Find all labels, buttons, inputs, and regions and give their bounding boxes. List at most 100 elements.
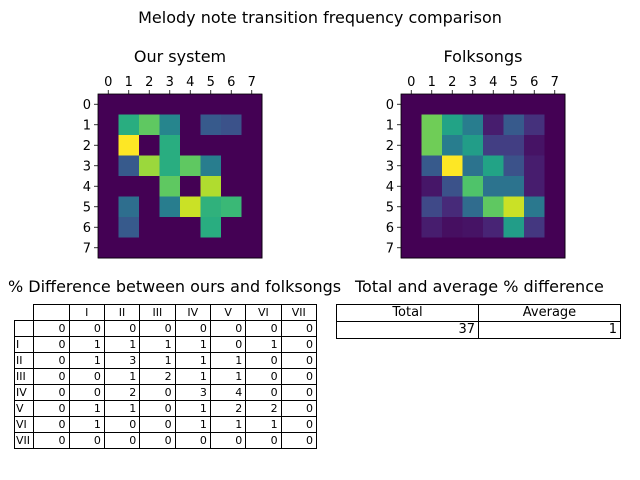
ours-cell-r3-c3	[159, 155, 181, 177]
diff-cell-r5-c4: 1	[174, 400, 211, 417]
ours-cell-r5-c5	[200, 196, 222, 218]
diff-col-header-5: V	[209, 304, 247, 321]
ours-cell-r5-c1	[118, 196, 140, 218]
diff-cell-r3-c5: 1	[209, 368, 247, 385]
ours-xtick-label-3: 3	[166, 75, 174, 90]
diff-cell-r1-c2: 1	[103, 336, 141, 353]
ours-ytick-label-5: 5	[83, 200, 91, 215]
folk-ytick-label-2: 2	[386, 139, 394, 154]
folk-cell-r7-c2	[442, 237, 463, 259]
ours-cell-r5-c2	[139, 196, 160, 218]
ours-cell-r0-c7	[241, 94, 263, 115]
ours-cell-r3-c5	[200, 155, 222, 177]
diff-cell-r7-c5: 0	[209, 432, 247, 449]
ours-cell-r6-c4	[180, 217, 201, 238]
ours-cell-r5-c3	[159, 196, 181, 218]
ours-cell-r7-c3	[159, 237, 181, 259]
total-value: 37	[336, 321, 479, 339]
folk-cell-r3-c0	[401, 155, 422, 177]
diff-cell-r6-c0: 0	[33, 416, 70, 433]
ours-cell-r2-c4	[180, 135, 201, 156]
diff-cell-r4-c6: 0	[245, 384, 282, 401]
ours-cell-r1-c5	[200, 114, 222, 136]
ours-cell-r6-c2	[139, 217, 160, 238]
ours-cell-r4-c6	[221, 176, 242, 197]
ours-cell-r1-c4	[180, 114, 201, 136]
diff-cell-r6-c2: 0	[103, 416, 141, 433]
folk-cell-r6-c5	[503, 217, 525, 238]
ours-cell-r4-c4	[180, 176, 201, 197]
diff-col-header-3: III	[139, 304, 176, 321]
ours-cell-r3-c6	[221, 155, 242, 177]
diff-cell-r1-c4: 1	[174, 336, 211, 353]
folk-cell-r6-c3	[462, 217, 484, 238]
ours-xtick-label-2: 2	[145, 75, 153, 90]
folk-cell-r5-c5	[503, 196, 525, 218]
folk-cell-r3-c2	[442, 155, 463, 177]
folk-cell-r4-c2	[442, 176, 463, 197]
total-average-table: Total Average 37 1	[336, 304, 621, 339]
folk-cell-r2-c2	[442, 135, 463, 156]
folk-xtick-label-0: 0	[407, 75, 415, 90]
folk-cell-r5-c2	[442, 196, 463, 218]
diff-cell-r1-c3: 1	[139, 336, 176, 353]
ours-cell-r0-c1	[118, 94, 140, 115]
folk-cell-r6-c7	[544, 217, 566, 238]
ours-cell-r3-c1	[118, 155, 140, 177]
ours-cell-r1-c1	[118, 114, 140, 136]
folk-cell-r2-c7	[544, 135, 566, 156]
folk-cell-r1-c6	[524, 114, 545, 136]
ours-cell-r3-c7	[241, 155, 263, 177]
diff-row-header-7: VII	[13, 432, 35, 449]
folk-cell-r2-c6	[524, 135, 545, 156]
ours-cell-r4-c5	[200, 176, 222, 197]
folk-cell-r7-c3	[462, 237, 484, 259]
ours-cell-r5-c0	[98, 196, 119, 218]
folk-cell-r4-c4	[483, 176, 504, 197]
diff-cell-r1-c7: 0	[280, 336, 318, 353]
ours-cell-r4-c2	[139, 176, 160, 197]
ours-cell-r7-c0	[98, 237, 119, 259]
folk-cell-r0-c4	[483, 94, 504, 115]
ours-ytick-label-0: 0	[83, 98, 91, 113]
folk-cell-r1-c4	[483, 114, 504, 136]
diff-cell-r2-c2: 3	[103, 352, 141, 369]
diff-cell-r1-c6: 1	[245, 336, 282, 353]
diff-cell-r6-c5: 1	[209, 416, 247, 433]
diff-row-2: II 0 1 3 1 1 1 0 0	[13, 352, 318, 369]
folk-ytick-label-1: 1	[386, 118, 394, 133]
total-table-title: Total and average % difference	[355, 277, 604, 296]
diff-cell-r7-c4: 0	[174, 432, 211, 449]
diff-row-header-2: II	[13, 352, 35, 369]
ours-cell-r0-c3	[159, 94, 181, 115]
diff-cell-r2-c6: 0	[245, 352, 282, 369]
folk-cell-r3-c5	[503, 155, 525, 177]
folk-cell-r0-c6	[524, 94, 545, 115]
folk-cell-r1-c1	[421, 114, 443, 136]
folk-cell-r2-c3	[462, 135, 484, 156]
ours-cell-r0-c0	[98, 94, 119, 115]
diff-cell-r2-c4: 1	[174, 352, 211, 369]
diff-cell-r6-c7: 0	[280, 416, 318, 433]
folk-xtick-label-2: 2	[448, 75, 456, 90]
diff-cell-r5-c6: 2	[245, 400, 282, 417]
diff-col-header-7: VII	[280, 304, 318, 321]
ours-frame	[97, 93, 263, 259]
folk-cell-r1-c3	[462, 114, 484, 136]
diff-cell-r6-c4: 1	[174, 416, 211, 433]
folk-cell-r0-c5	[503, 94, 525, 115]
ours-ytick-label-3: 3	[83, 159, 91, 174]
diff-cell-r0-c0: 0	[33, 320, 70, 337]
diff-cell-r3-c4: 1	[174, 368, 211, 385]
diff-cell-r7-c6: 0	[245, 432, 282, 449]
ours-ytick-label-7: 7	[83, 241, 91, 256]
ours-xtick-label-5: 5	[207, 75, 215, 90]
ours-cell-r1-c2	[139, 114, 160, 136]
diff-cell-r5-c3: 0	[139, 400, 176, 417]
ours-ytick-label-2: 2	[83, 139, 91, 154]
diff-cell-r4-c1: 0	[68, 384, 105, 401]
diff-cell-r1-c5: 0	[209, 336, 247, 353]
